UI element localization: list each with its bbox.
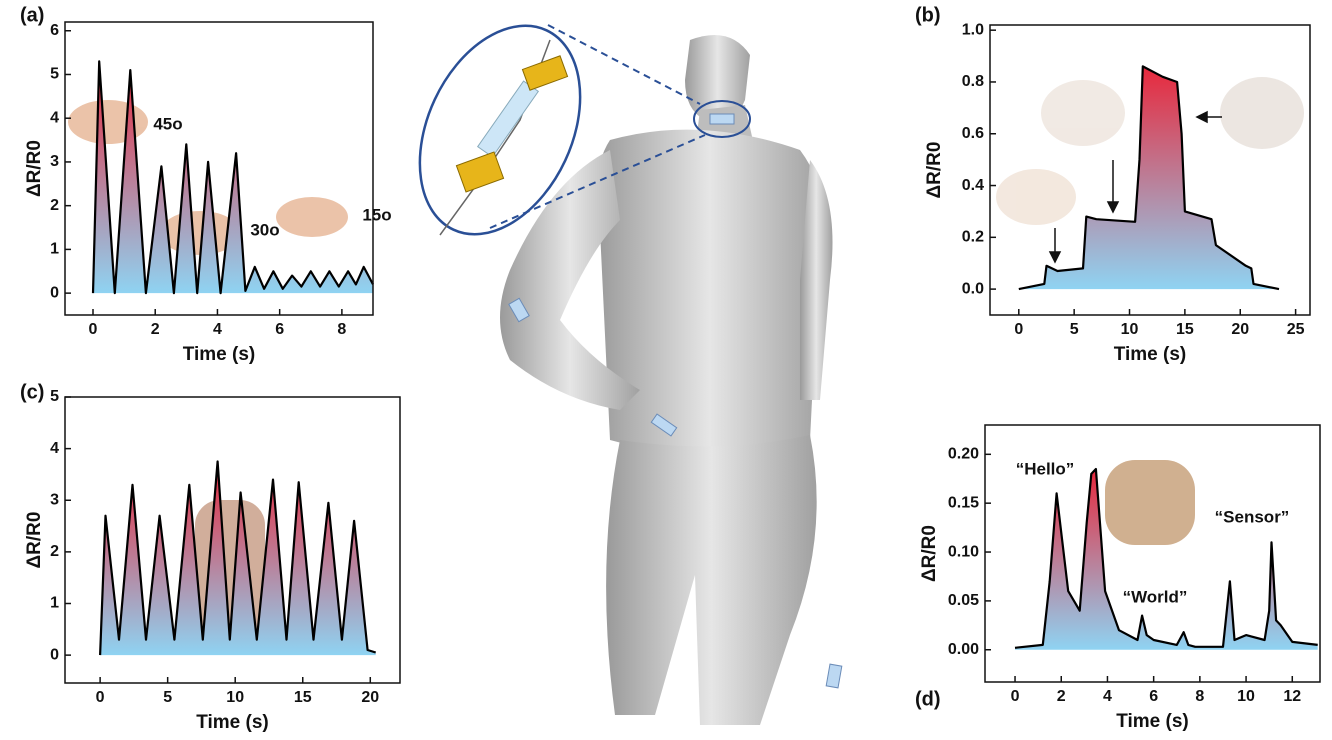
x-tick-label: 20 [1231,321,1249,338]
x-tick-label: 0 [1011,688,1020,705]
x-tick-label: 5 [1070,321,1079,338]
y-tick-label: 0.6 [962,125,984,142]
y-tick-label: 0.8 [962,73,984,90]
x-tick-label: 8 [1195,688,1204,705]
x-tick-label: 4 [213,321,222,338]
x-tick-label: 20 [361,689,379,706]
y-axis-label: ΔR/R0 [919,525,940,582]
x-tick-label: 10 [1121,321,1139,338]
x-tick-label: 10 [226,689,244,706]
x-tick-label: 15 [1176,321,1194,338]
y-tick-label: 1.0 [962,21,984,38]
figure: 024680123456Time (s)ΔR/R0(a)45o30o15o051… [0,0,1332,740]
panel-label: (b) [915,4,941,26]
annotation: 15o [362,205,391,224]
x-axis-label: Time (s) [1116,711,1189,732]
annotation: “Hello” [1016,459,1075,478]
x-tick-label: 2 [1057,688,1066,705]
y-tick-label: 0.15 [948,494,979,511]
y-tick-label: 6 [50,22,59,39]
y-tick-label: 0.20 [948,446,979,463]
x-tick-label: 0 [1014,321,1023,338]
annotation: 45o [153,114,182,133]
y-axis-label: ΔR/R0 [24,512,45,569]
x-axis-label: Time (s) [196,712,269,733]
y-tick-label: 4 [50,109,59,126]
y-tick-label: 0.2 [962,229,984,246]
x-tick-label: 4 [1103,688,1112,705]
y-axis-label: ΔR/R0 [924,142,945,199]
y-tick-label: 1 [50,241,59,258]
annotation: “World” [1123,587,1188,606]
y-tick-label: 0 [50,646,59,663]
x-tick-label: 0 [96,689,105,706]
x-tick-label: 6 [1149,688,1158,705]
y-tick-label: 1 [50,595,59,612]
panel-label: (d) [915,688,941,710]
annotation: “Sensor” [1215,507,1290,526]
y-tick-label: 2 [50,197,59,214]
y-axis-label: ΔR/R0 [24,140,45,197]
y-tick-label: 0 [50,284,59,301]
y-tick-label: 0.4 [962,177,984,194]
panel-label: (c) [20,381,44,403]
x-tick-label: 6 [275,321,284,338]
x-tick-label: 8 [337,321,346,338]
y-tick-label: 5 [50,66,59,83]
y-tick-label: 0.0 [962,280,984,297]
x-tick-label: 5 [163,689,172,706]
x-tick-label: 25 [1287,321,1305,338]
y-tick-label: 4 [50,440,59,457]
y-tick-label: 3 [50,153,59,170]
annotation: 30o [250,220,279,239]
x-axis-label: Time (s) [183,344,256,365]
y-tick-label: 0.10 [948,543,979,560]
x-tick-label: 2 [151,321,160,338]
human-illustration [388,0,842,725]
y-tick-label: 5 [50,388,59,405]
y-tick-label: 0.00 [948,641,979,658]
x-axis-label: Time (s) [1114,344,1187,365]
y-tick-label: 3 [50,491,59,508]
x-tick-label: 10 [1237,688,1255,705]
x-tick-label: 0 [89,321,98,338]
y-tick-label: 2 [50,543,59,560]
x-tick-label: 15 [294,689,312,706]
y-tick-label: 0.05 [948,592,979,609]
panel-label: (a) [20,4,44,26]
x-tick-label: 12 [1283,688,1301,705]
